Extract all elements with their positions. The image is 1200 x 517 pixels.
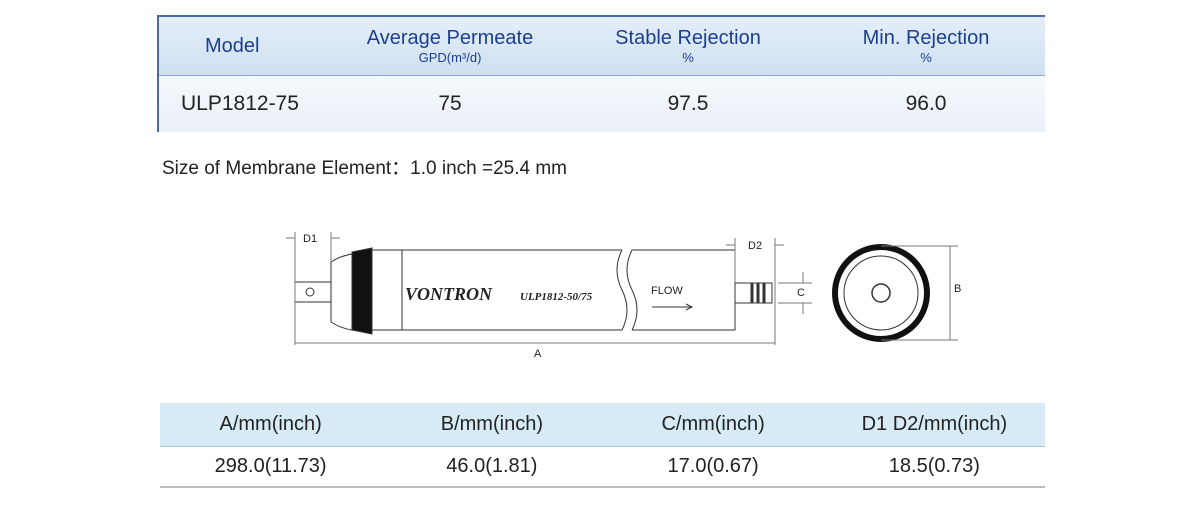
flow-arrow: [652, 303, 694, 311]
spec-table: Model Average Permeate GPD(m³/d) Stable R…: [157, 15, 1045, 132]
dim-label: C: [797, 287, 805, 299]
size-note: Size of Membrane Element：1.0 inch =25.4 …: [162, 158, 567, 179]
header-cell: Model: [159, 17, 331, 75]
dim-line: [778, 272, 812, 314]
header-title: Min. Rejection: [862, 27, 990, 49]
dimension-table: A/mm(inch) B/mm(inch) C/mm(inch) D1 D2/m…: [160, 403, 1045, 488]
dim-label: D1: [303, 233, 317, 245]
body: [632, 249, 736, 331]
cell: 46.0(1.81): [446, 455, 538, 477]
header-unit: %: [920, 50, 932, 65]
model-text: ULP1812-50/75: [520, 291, 593, 303]
cell: 18.5(0.73): [888, 455, 980, 477]
left-port: [294, 281, 332, 303]
cell: 97.5: [667, 92, 709, 115]
body: [371, 249, 622, 331]
end-view-outer: [832, 244, 930, 342]
brand: VONTRON: [405, 284, 493, 304]
dim-label: D2: [748, 240, 762, 252]
ext-line: [294, 232, 332, 345]
cell: 96.0: [905, 92, 947, 115]
header-cell: Min. Rejection%: [807, 17, 1045, 75]
cell: ULP1812-75: [181, 92, 299, 115]
header-unit: GPD(m³/d): [418, 50, 482, 65]
spec-row: ULP1812-75 75 97.5 96.0: [159, 76, 1045, 132]
cell: 298.0(11.73): [214, 455, 327, 477]
break: [616, 249, 628, 331]
end-cap: [330, 253, 353, 331]
header-unit: %: [682, 50, 694, 65]
header-cell: A/mm(inch): [219, 413, 322, 435]
dim-row: 298.0(11.73) 46.0(1.81) 17.0(0.67) 18.5(…: [160, 446, 1045, 486]
end-view-core: [871, 283, 891, 303]
cap-band: [351, 247, 373, 335]
end-view-inner: [843, 255, 919, 331]
break: [626, 249, 638, 331]
spec-header: Model Average Permeate GPD(m³/d) Stable R…: [159, 17, 1045, 76]
cell: 75: [438, 92, 462, 115]
header-cell: Stable Rejection%: [569, 17, 807, 75]
dim-label: A: [534, 348, 542, 360]
dim-line: [881, 245, 958, 341]
dim-header: A/mm(inch) B/mm(inch) C/mm(inch) D1 D2/m…: [160, 403, 1045, 446]
cell: 17.0(0.67): [667, 455, 759, 477]
header-title: Average Permeate: [366, 27, 534, 49]
header-cell: B/mm(inch): [440, 413, 543, 435]
header-title: Stable Rejection: [615, 27, 761, 49]
header-cell: D1 D2/mm(inch): [861, 413, 1008, 435]
header-title: Model: [205, 34, 260, 57]
header-cell: C/mm(inch): [661, 413, 765, 435]
dim-label: B: [954, 283, 961, 295]
header-cell: Average Permeate GPD(m³/d): [331, 17, 569, 75]
flow-label: FLOW: [651, 285, 683, 297]
port-hole: [305, 287, 315, 297]
port-ribs: [750, 283, 766, 303]
